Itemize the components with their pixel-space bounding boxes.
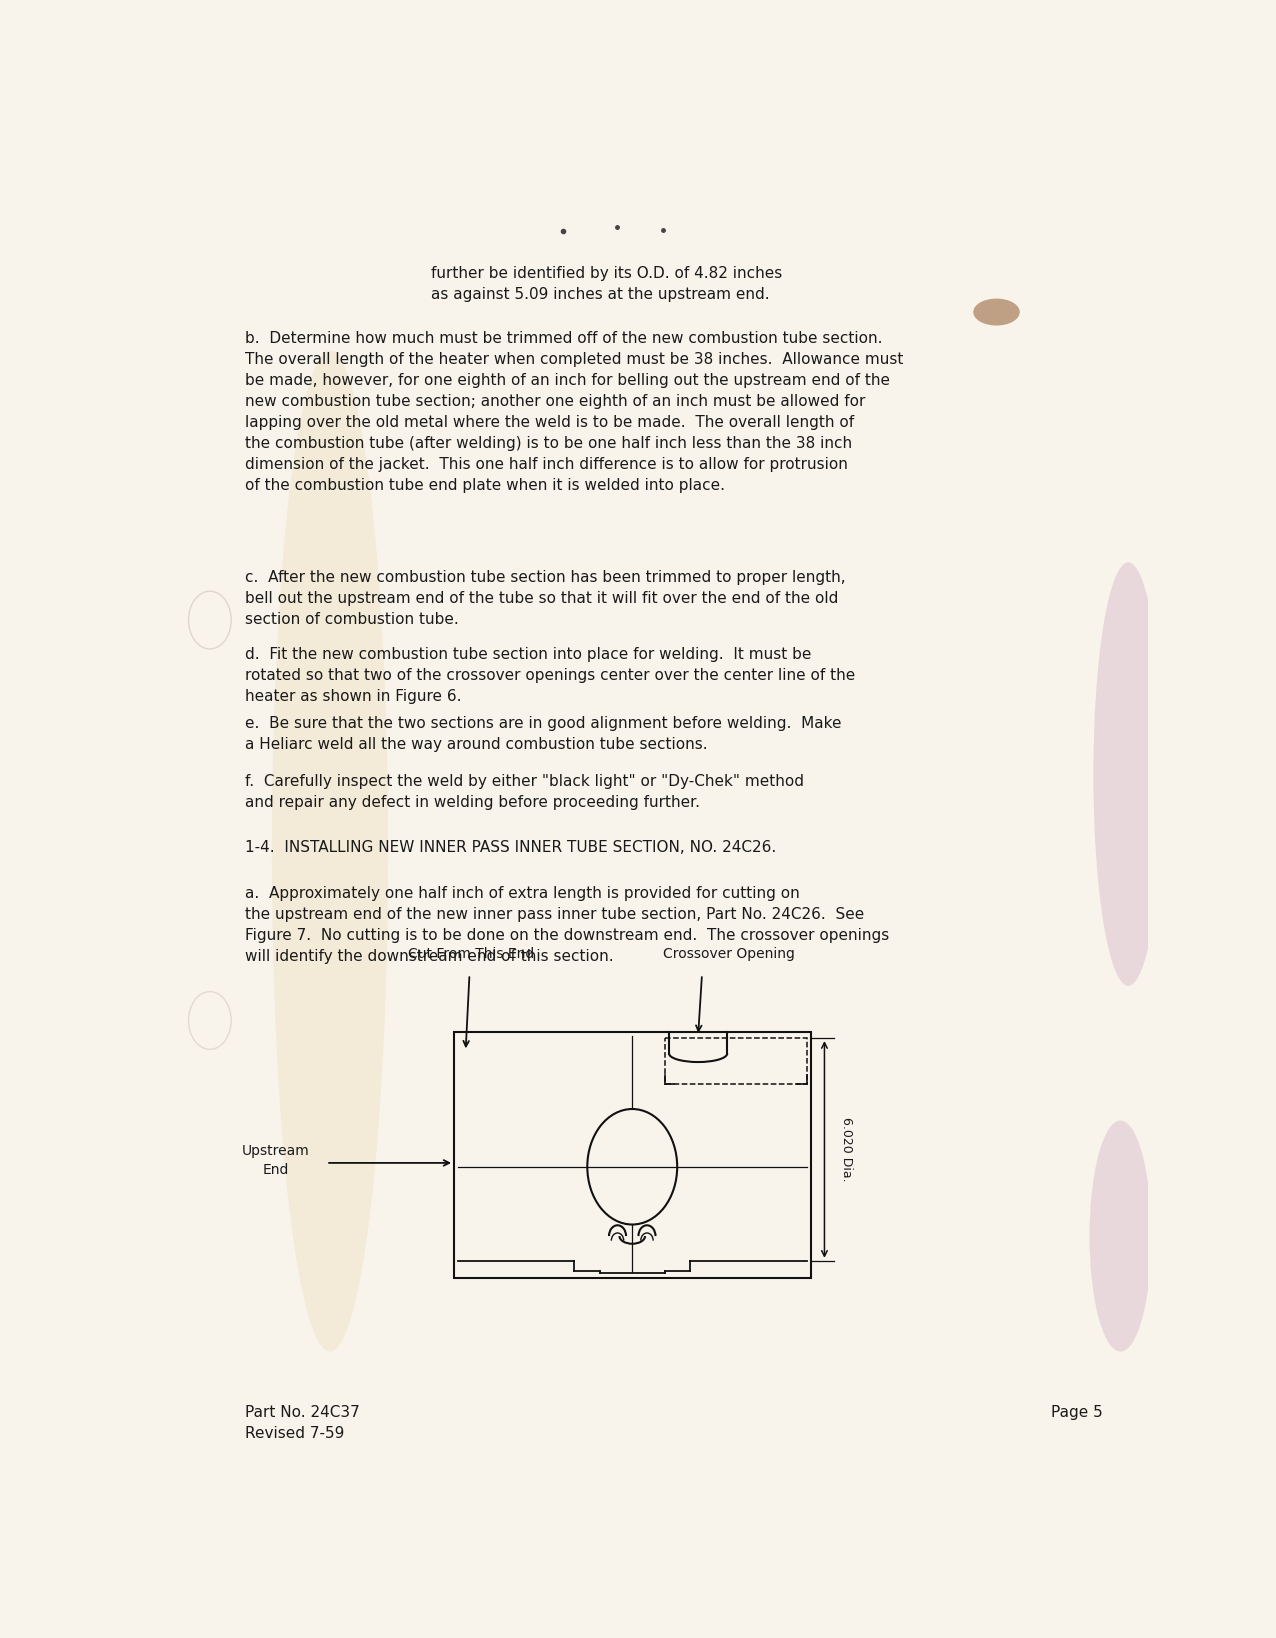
Ellipse shape — [587, 1109, 678, 1225]
Text: c.  After the new combustion tube section has been trimmed to proper length,
bel: c. After the new combustion tube section… — [245, 570, 846, 627]
Text: a.  Approximately one half inch of extra length is provided for cutting on
the u: a. Approximately one half inch of extra … — [245, 886, 889, 963]
Text: e.  Be sure that the two sections are in good alignment before welding.  Make
a : e. Be sure that the two sections are in … — [245, 716, 841, 752]
Text: further be identified by its O.D. of 4.82 inches
as against 5.09 inches at the u: further be identified by its O.D. of 4.8… — [431, 265, 782, 301]
Text: 6.020 Dia.: 6.020 Dia. — [840, 1117, 852, 1181]
Text: Cut From This End: Cut From This End — [407, 947, 533, 962]
Text: Upstream
End: Upstream End — [242, 1143, 310, 1178]
Text: Crossover Opening: Crossover Opening — [664, 947, 795, 962]
Text: Part No. 24C37
Revised 7-59: Part No. 24C37 Revised 7-59 — [245, 1405, 360, 1441]
Text: Page 5: Page 5 — [1050, 1405, 1102, 1420]
Text: d.  Fit the new combustion tube section into place for welding.  It must be
rota: d. Fit the new combustion tube section i… — [245, 647, 855, 704]
Ellipse shape — [1094, 562, 1164, 986]
Bar — [454, 1032, 810, 1278]
Text: b.  Determine how much must be trimmed off of the new combustion tube section.
T: b. Determine how much must be trimmed of… — [245, 331, 903, 493]
Ellipse shape — [272, 351, 388, 1351]
Text: 1-4.  INSTALLING NEW INNER PASS INNER TUBE SECTION, NO. 24C26.: 1-4. INSTALLING NEW INNER PASS INNER TUB… — [245, 840, 776, 855]
Ellipse shape — [1090, 1120, 1151, 1351]
Ellipse shape — [974, 298, 1020, 326]
Text: f.  Carefully inspect the weld by either "black light" or "Dy-Chek" method
and r: f. Carefully inspect the weld by either … — [245, 775, 804, 811]
Bar — [665, 1038, 806, 1084]
